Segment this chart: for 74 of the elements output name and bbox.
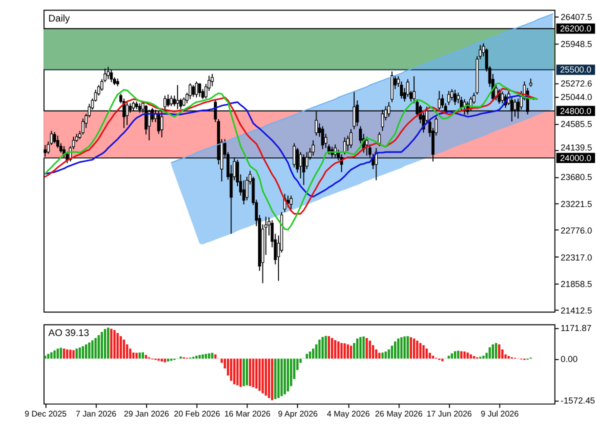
bar: [252, 358, 254, 388]
bar: [274, 358, 276, 400]
bar: [230, 358, 232, 381]
bar: [321, 336, 324, 359]
bar: [384, 351, 387, 359]
bar: [116, 332, 119, 359]
y-tick-label: 21412.5: [560, 305, 592, 316]
bar: [47, 354, 50, 359]
bar: [460, 351, 463, 359]
bar: [198, 354, 201, 359]
bar: [76, 348, 78, 359]
bar: [312, 348, 314, 359]
bar: [120, 336, 122, 359]
bar: [44, 356, 46, 359]
bar: [195, 356, 198, 359]
bar: [419, 343, 422, 359]
bar: [454, 351, 456, 359]
bar: [262, 358, 264, 394]
bar: [66, 349, 68, 359]
bar: [448, 356, 450, 359]
bar: [346, 344, 349, 359]
bar: [378, 352, 381, 359]
bar: [426, 348, 428, 359]
bar: [457, 350, 460, 359]
bar: [366, 338, 368, 359]
bar: [428, 352, 431, 359]
bar: [344, 343, 346, 359]
bar: [388, 349, 390, 359]
bar: [78, 348, 81, 359]
bar: [306, 354, 308, 359]
chart-title: AO 39.13: [48, 328, 90, 339]
bar: [397, 338, 400, 359]
bar: [375, 349, 378, 359]
bar: [211, 352, 214, 359]
bar: [466, 352, 469, 359]
bar: [406, 336, 409, 359]
bar: [488, 347, 491, 359]
bar: [88, 342, 90, 359]
bar: [98, 335, 100, 359]
bar: [142, 352, 144, 359]
bar: [69, 350, 72, 359]
bar: [441, 358, 444, 362]
bar: [60, 348, 62, 359]
bar: [264, 358, 267, 396]
bar: [107, 328, 110, 359]
bar: [508, 356, 510, 359]
bar: [242, 358, 245, 386]
bar: [334, 340, 336, 359]
y-tick-label: 21858.5: [560, 279, 592, 290]
y-tick-label: -1572.45: [560, 396, 596, 406]
bar: [233, 358, 236, 384]
bar: [482, 356, 485, 359]
y-tick-label: 0.00: [560, 354, 578, 364]
bar: [110, 328, 112, 359]
bar: [284, 358, 286, 394]
bar: [138, 352, 141, 359]
bar: [166, 358, 170, 362]
bar: [470, 354, 472, 359]
bar: [416, 340, 418, 359]
bar: [356, 338, 358, 359]
bar: [324, 336, 327, 359]
bar: [160, 358, 163, 362]
bar: [164, 358, 166, 362]
bar: [280, 358, 283, 396]
bar: [432, 356, 434, 359]
bar: [394, 341, 396, 359]
bar: [129, 348, 132, 359]
bar: [202, 354, 204, 359]
bar: [239, 358, 242, 387]
bar: [100, 332, 104, 359]
bar: [56, 348, 59, 359]
y-tick-label: 1171.87: [560, 323, 592, 334]
bar: [498, 344, 500, 359]
bar: [271, 358, 274, 400]
